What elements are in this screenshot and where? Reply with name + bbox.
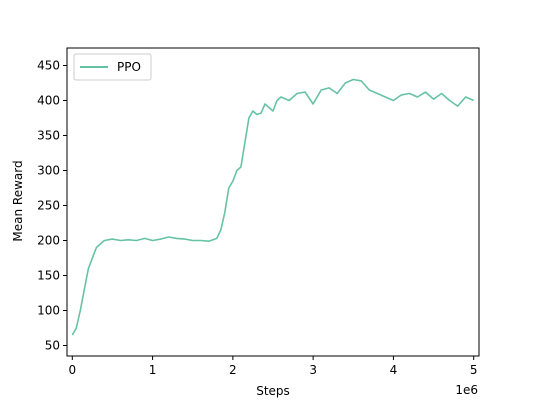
legend: PPO: [73, 53, 152, 81]
y-tick-label: 450: [37, 59, 60, 73]
x-tick-label: 3: [309, 363, 317, 377]
y-tick-label: 250: [37, 199, 60, 213]
y-tick-label: 350: [37, 129, 60, 143]
y-tick-label: 400: [37, 94, 60, 108]
y-tick-label: 50: [45, 339, 60, 353]
y-axis-label: Mean Reward: [11, 160, 25, 241]
x-tick-label: 1: [149, 363, 157, 377]
x-axis-label: Steps: [256, 384, 290, 398]
series-line-ppo: [71, 78, 475, 336]
x-tick-label: 0: [68, 363, 76, 377]
legend-box: [73, 53, 152, 81]
x-tick-label: 4: [390, 363, 398, 377]
axes: 0 1 2 3 4 5 50 100 150 200 250 300 350 400 450: [37, 47, 480, 377]
plot-frame: [66, 47, 480, 357]
y-tick-label: 150: [37, 269, 60, 283]
legend-label-ppo: PPO: [117, 60, 141, 74]
x-axis-offset-label: 1e6: [455, 383, 478, 397]
x-tick-label: 5: [470, 363, 478, 377]
plot-area: [71, 78, 475, 336]
y-tick-label: 200: [37, 234, 60, 248]
x-tick-label: 2: [229, 363, 237, 377]
y-tick-label: 300: [37, 164, 60, 178]
y-tick-label: 100: [37, 304, 60, 318]
